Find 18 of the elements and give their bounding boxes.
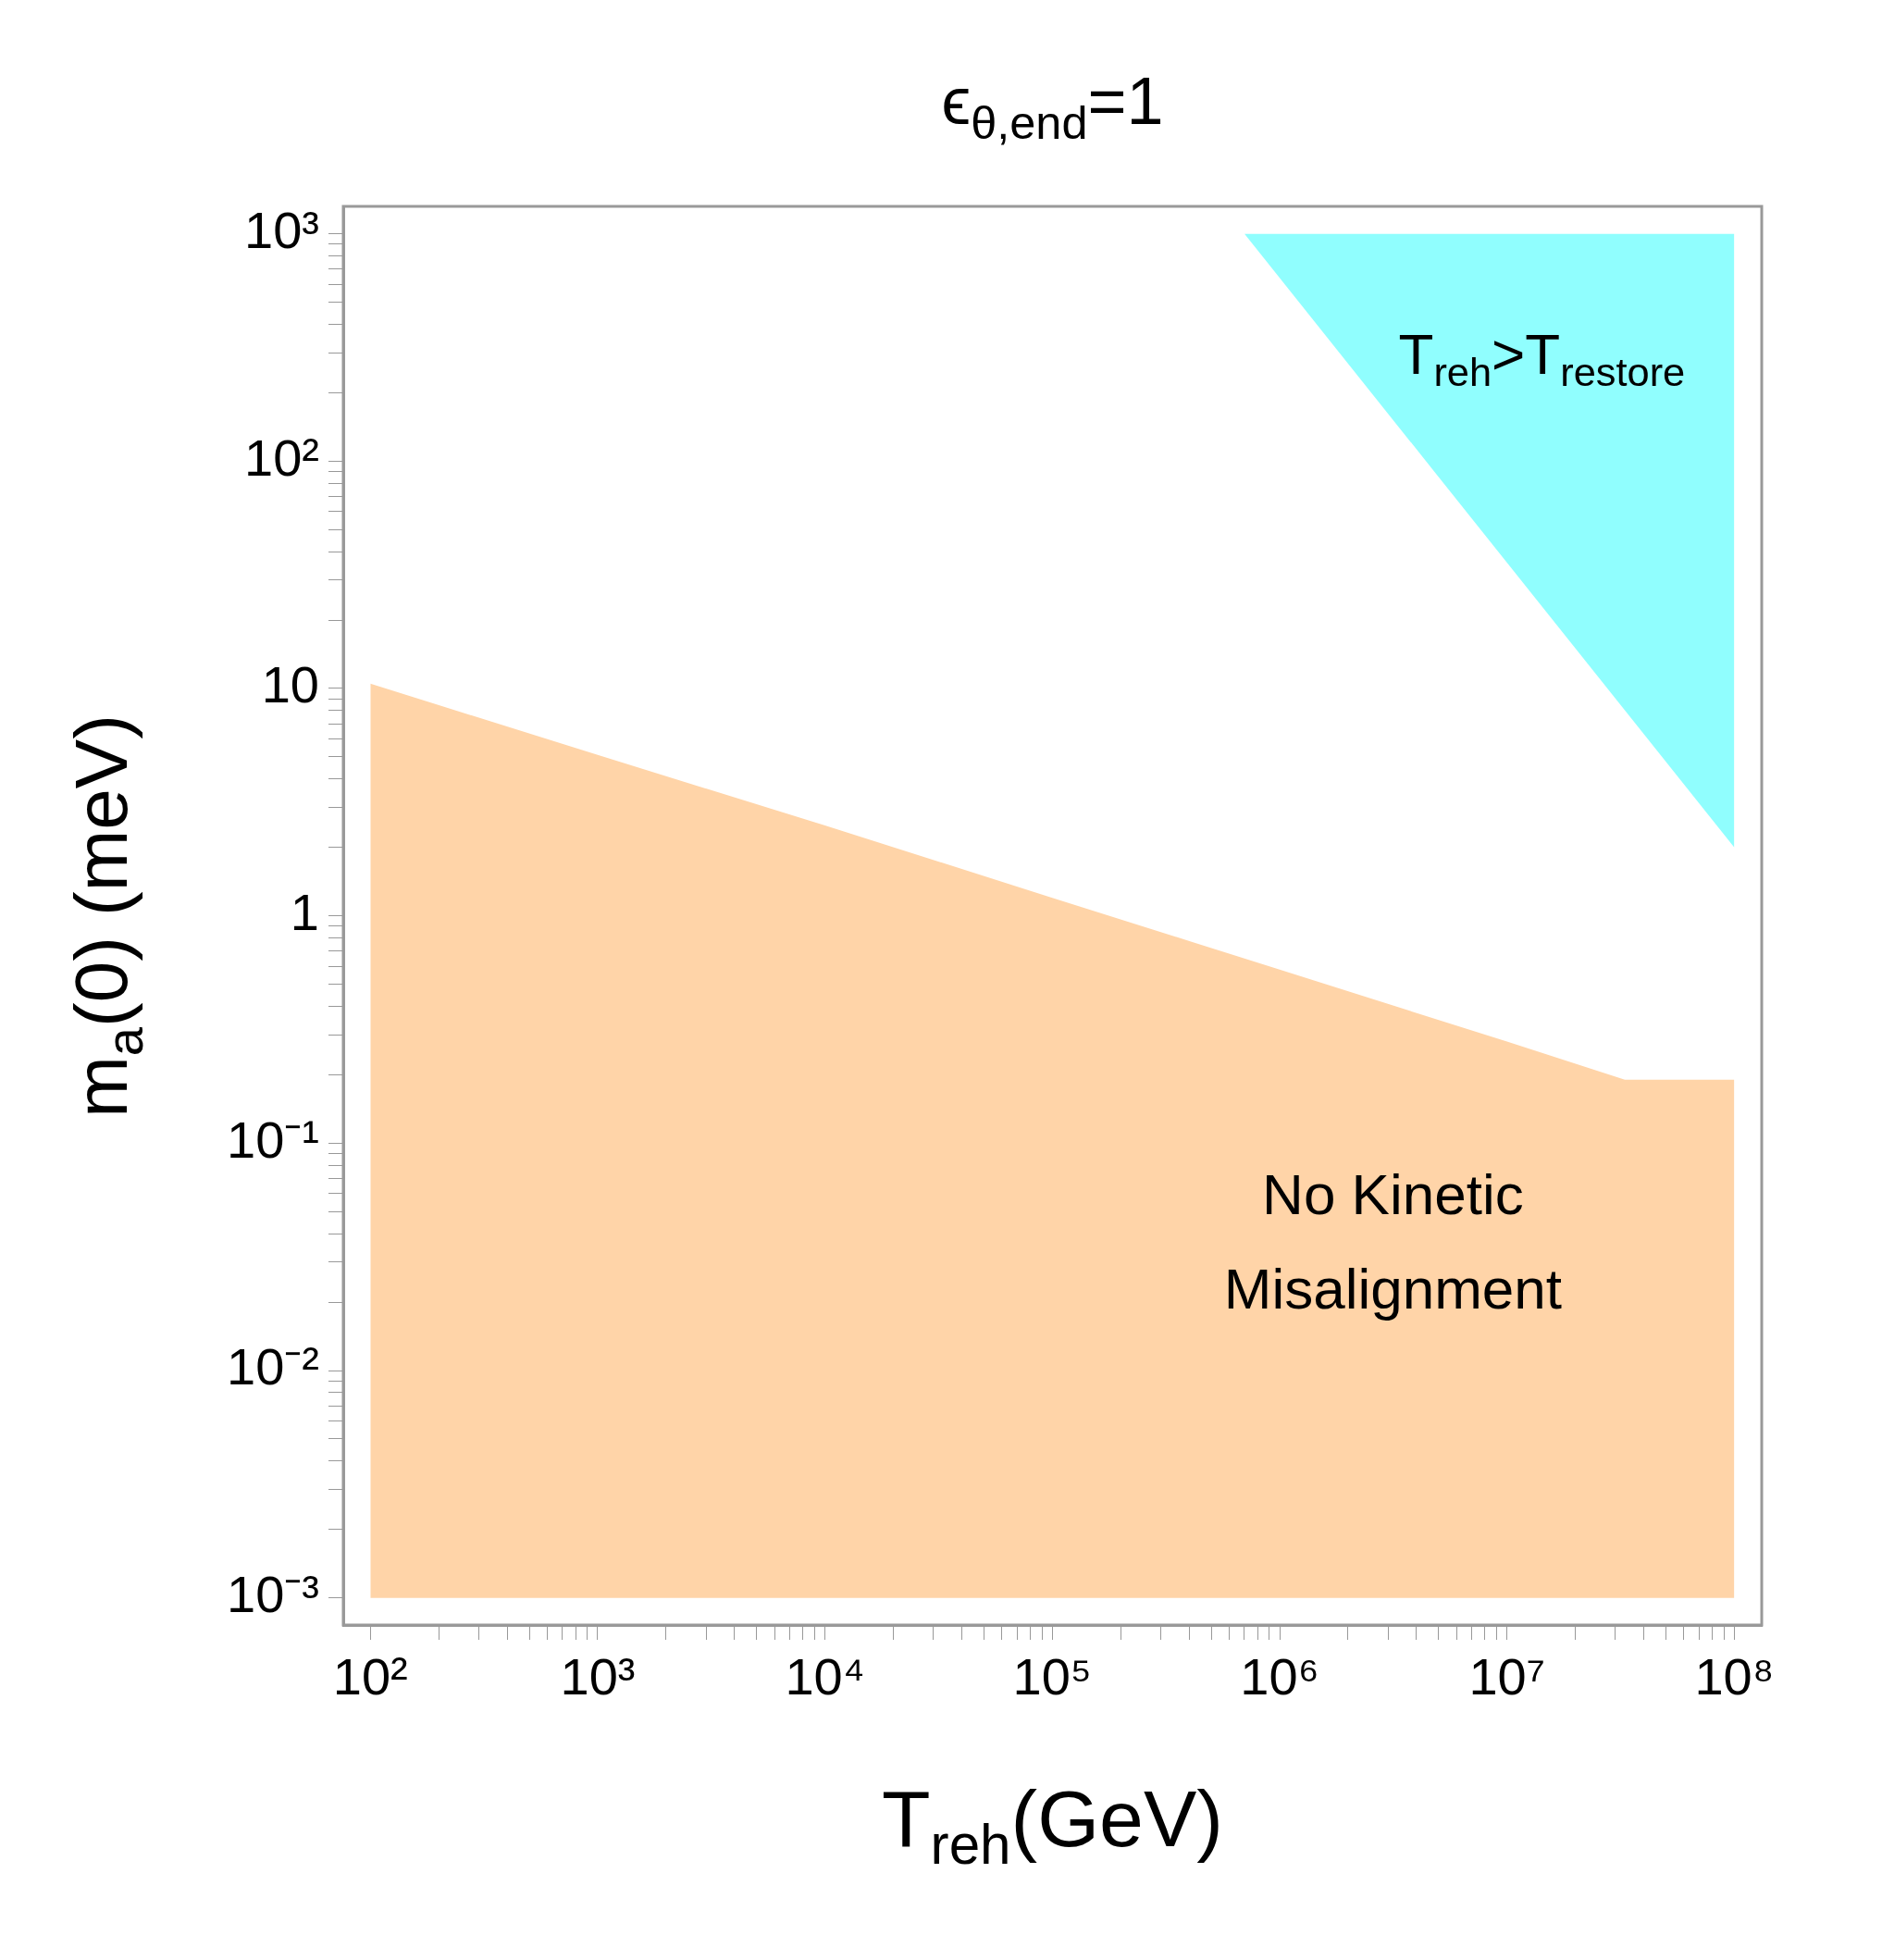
x-tick-label: 10⁶ [1240, 1647, 1319, 1706]
chart-title: ϵ$_{θ,end}$=1 [941, 63, 1164, 150]
x-tick-label: 10³ [560, 1647, 636, 1706]
annotation: No Kinetic Misalignment [1222, 1160, 1564, 1323]
y-tick-label: 1 [290, 883, 319, 942]
y-tick-label: 10⁻¹ [227, 1110, 319, 1169]
x-tick-label: 10⁷ [1468, 1647, 1545, 1706]
x-tick-label: 10⁵ [1012, 1647, 1093, 1706]
y-tick-label: 10⁻² [227, 1337, 319, 1396]
x-axis-title: T$_{reh}$(GeV) [882, 1773, 1223, 1877]
x-tick-label: 10⁴ [785, 1647, 865, 1706]
y-tick-label: 10 [261, 655, 319, 714]
annotation: T$_{reh}$>T$_{restore}$ [1398, 321, 1686, 397]
y-tick-label: 10² [244, 428, 319, 487]
x-tick-label: 10² [332, 1647, 408, 1706]
x-tick-label: 10⁸ [1694, 1647, 1775, 1706]
y-tick-label: 10³ [244, 201, 319, 260]
y-tick-label: 10⁻³ [227, 1565, 319, 1624]
